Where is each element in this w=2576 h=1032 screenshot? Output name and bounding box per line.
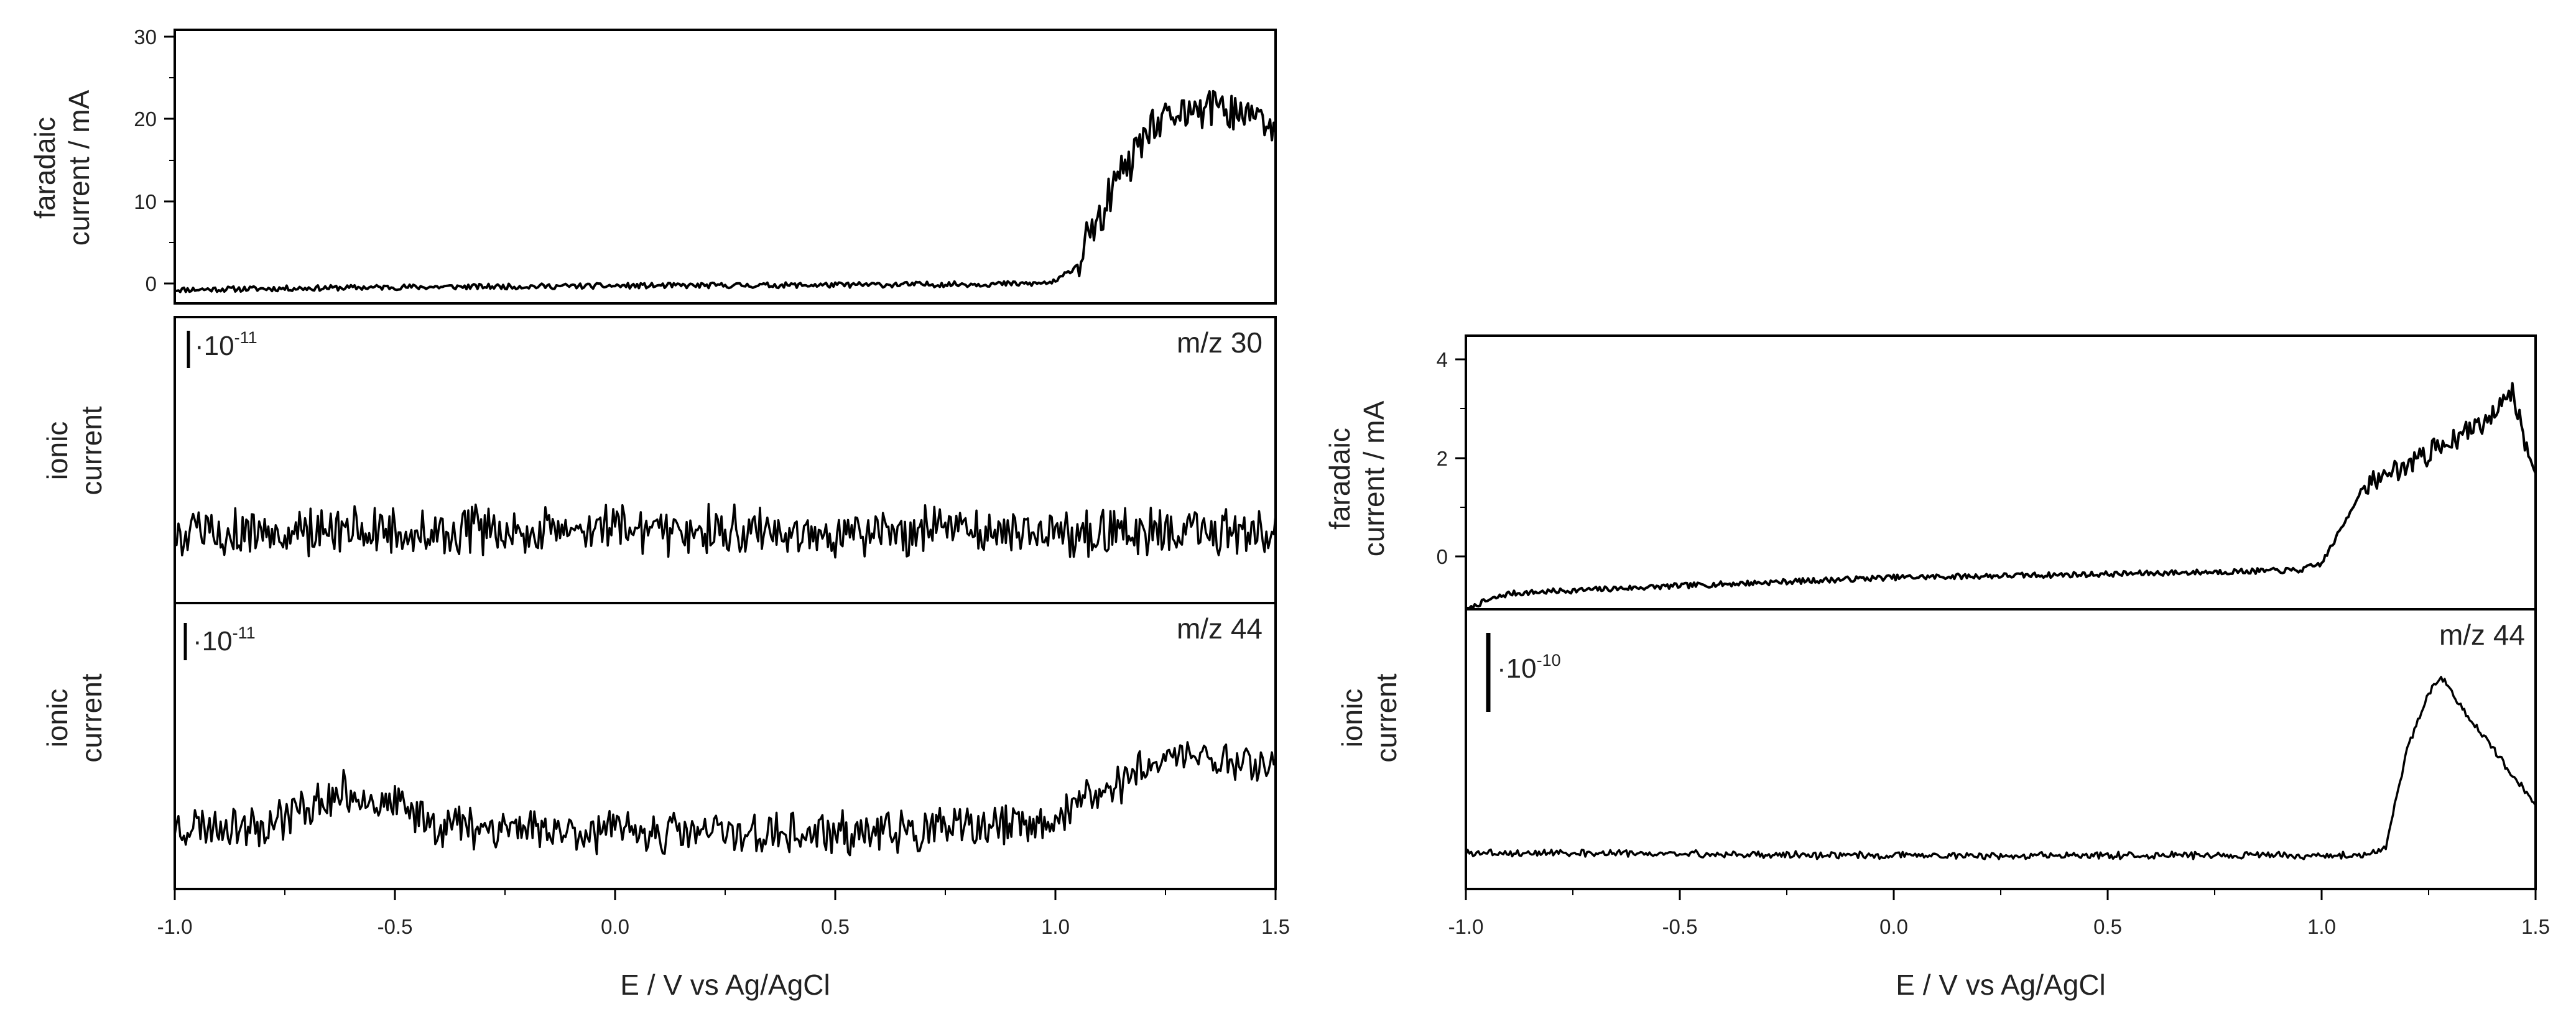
left-mz44-frame: [174, 602, 1277, 890]
right-faradaic-ylabel-line1: faradaic: [1323, 428, 1356, 530]
left-faradaic-ytick-label-20: 20: [134, 108, 157, 131]
left-faradaic-ytick-label-30: 30: [134, 25, 157, 48]
right-xtick-label: 0.0: [1879, 915, 1908, 938]
left-faradaic-ytick-label-0: 0: [146, 272, 157, 295]
right-x-axis: -1.0 -0.5 0.0 0.5 1.0 1.5 E / V vs Ag/Ag…: [1448, 889, 2550, 1001]
right-faradaic-ytick-label-0: 0: [1437, 545, 1448, 568]
left-xtick-label: 1.0: [1041, 915, 1070, 938]
right-xlabel: E / V vs Ag/AgCl: [1896, 969, 2105, 1001]
right-xtick-label: 0.5: [2093, 915, 2122, 938]
right-mz44-panel: ·10-10 m/z 44 ionic current: [1336, 608, 2537, 890]
right-mz44-ylabel-line2: current: [1370, 673, 1402, 762]
left-mz30-scale-exponent: -11: [234, 328, 257, 347]
left-mz44-ylabel-line2: current: [75, 673, 108, 762]
left-faradaic-ylabel-line1: faradaic: [29, 117, 61, 219]
left-figure: 0 10 20 30 faradaic current / mA ·10-11 …: [29, 25, 1290, 1001]
right-mz44-scale-base: ·10: [1497, 653, 1537, 684]
right-mz44-ionic-current-line: [1465, 676, 2537, 860]
left-faradaic-ytick-label-10: 10: [134, 190, 157, 213]
right-xtick-label: -1.0: [1448, 915, 1484, 938]
left-mz30-ylabel-line1: ionic: [41, 422, 73, 481]
left-mz30-scale-base: ·10: [195, 331, 234, 361]
left-mz44-panel: ·10-11 m/z 44 ionic current: [41, 602, 1277, 890]
left-mz30-panel: ·10-11 m/z 30 ionic current: [41, 316, 1277, 604]
right-xtick-label: 1.5: [2521, 915, 2550, 938]
left-xtick-label: 0.0: [601, 915, 629, 938]
right-mz44-scale-exponent: -10: [1537, 651, 1561, 670]
left-faradaic-frame: [174, 29, 1277, 305]
right-mz44-scale-text: ·10-10: [1497, 651, 1561, 684]
left-x-axis: -1.0 -0.5 0.0 0.5 1.0 1.5 E / V vs Ag/Ag…: [157, 889, 1290, 1001]
right-xtick-label: 1.0: [2307, 915, 2336, 938]
left-faradaic-panel: 0 10 20 30 faradaic current / mA: [29, 25, 1277, 305]
right-faradaic-ytick-label-2: 2: [1437, 447, 1448, 470]
left-faradaic-ylabel-line2: current / mA: [63, 90, 95, 246]
right-faradaic-ytick-label-4: 4: [1437, 348, 1448, 371]
right-mz44-tag: m/z 44: [2439, 619, 2525, 651]
left-mz30-tag: m/z 30: [1177, 326, 1263, 359]
left-mz44-scale-exponent: -11: [233, 624, 256, 642]
left-mz44-tag: m/z 44: [1177, 612, 1263, 645]
left-mz30-frame: [174, 316, 1277, 604]
right-faradaic-current-line: [1466, 382, 2537, 609]
left-mz44-ionic-current-line: [174, 741, 1277, 857]
right-faradaic-frame: [1465, 334, 2537, 610]
left-mz30-ylabel-line2: current: [75, 406, 108, 495]
right-faradaic-panel: 0 2 4 faradaic current / mA: [1323, 334, 2537, 610]
right-mz44-frame: [1465, 608, 2537, 890]
left-xtick-label: -0.5: [378, 915, 413, 938]
left-mz30-ionic-current-line: [174, 502, 1277, 559]
right-xtick-label: -0.5: [1662, 915, 1698, 938]
left-mz44-scale-text: ·10-11: [193, 624, 256, 657]
left-xtick-label: 0.5: [821, 915, 850, 938]
left-faradaic-yticks: [164, 35, 175, 285]
right-mz44-ylabel-line1: ionic: [1336, 689, 1368, 748]
right-faradaic-ylabel-line2: current / mA: [1358, 400, 1390, 556]
left-xtick-label: 1.5: [1261, 915, 1290, 938]
left-mz44-ylabel-line1: ionic: [41, 689, 73, 748]
left-mz44-scale-base: ·10: [193, 626, 233, 657]
left-xlabel: E / V vs Ag/AgCl: [620, 969, 830, 1001]
left-faradaic-current-line: [174, 90, 1277, 293]
left-xtick-label: -1.0: [157, 915, 193, 938]
left-mz30-scale-text: ·10-11: [195, 328, 257, 361]
right-figure: 0 2 4 faradaic current / mA ·10-10 m/z 4…: [1323, 334, 2550, 1001]
